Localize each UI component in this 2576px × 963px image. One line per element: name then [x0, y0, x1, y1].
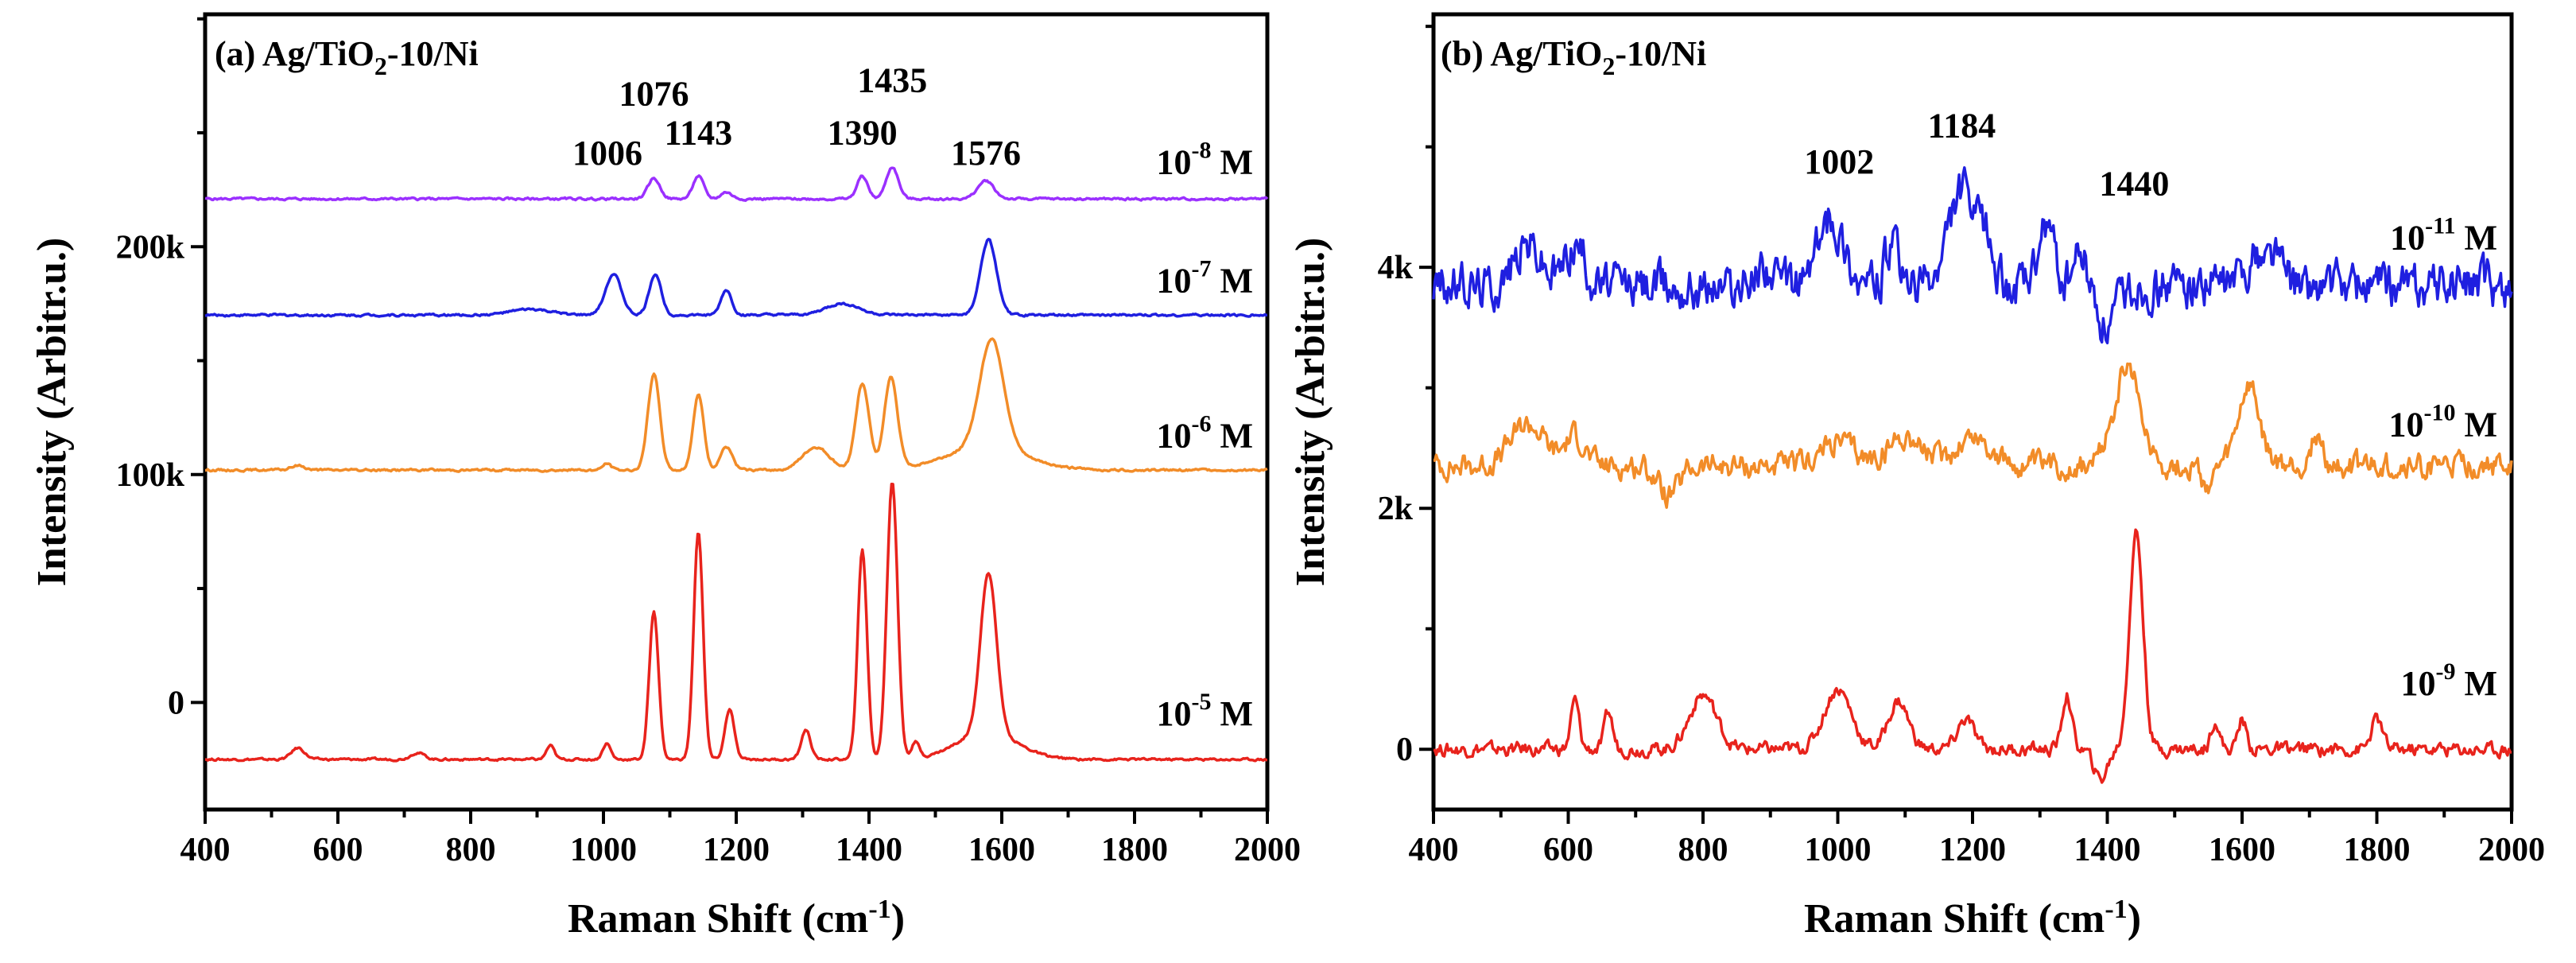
x-tick-label: 1600 [2209, 832, 2275, 868]
y-tick-label: 100k [116, 457, 185, 494]
x-tick-label: 1200 [1939, 832, 2006, 868]
x-tick-label: 400 [1409, 832, 1459, 868]
x-tick-label: 400 [180, 832, 231, 868]
panel-a-x-axis-title: Raman Shift (cm-1) [568, 895, 905, 942]
panel-b-series [1432, 166, 2513, 784]
x-tick-label: 2000 [2478, 832, 2545, 868]
y-tick-label: 0 [1396, 732, 1413, 768]
series-label: 10-8 M [1156, 138, 1253, 182]
peak-annotation: 1184 [1928, 107, 1996, 146]
panel-b-x-axis-title: Raman Shift (cm-1) [1804, 895, 2141, 942]
peak-annotation: 1143 [665, 113, 733, 152]
panel-a-frame [203, 12, 1270, 812]
y-tick-label: 0 [168, 685, 184, 721]
y-tick-label: 200k [116, 229, 185, 266]
x-tick-label: 1400 [2074, 832, 2141, 868]
x-tick-label: 1400 [836, 832, 902, 868]
series-label: 10-5 M [1156, 689, 1253, 733]
panel-a-series [204, 166, 1269, 763]
series-label: 10-6 M [1156, 410, 1253, 455]
peak-annotation: 1006 [572, 134, 642, 173]
x-tick-label: 800 [446, 832, 496, 868]
panel-a-title: (a) Ag/TiO2-10/Ni [215, 34, 479, 80]
panel-b-labels: 10-11 M 10-10 M 10-9 M 1002 1184 1440 [1804, 107, 2497, 704]
series-line-10-7m [204, 238, 1268, 318]
peak-annotation: 1440 [2099, 164, 2169, 203]
x-tick-label: 1600 [968, 832, 1035, 868]
series-line-10-8m [204, 166, 1269, 202]
series-line-10-6m [204, 337, 1268, 473]
y-tick-label: 4k [1378, 250, 1414, 286]
x-tick-label: 1800 [2344, 832, 2411, 868]
panel-b-ticks: 400 600 800 1000 1200 1400 1600 1800 2000 0 2k 4k [1378, 25, 2545, 868]
series-label: 10-11 M [2390, 212, 2497, 257]
x-tick-label: 600 [313, 832, 363, 868]
panel-a-ticks: 400 600 800 1000 1200 1400 1600 1800 2000 0 100k 20… [116, 17, 1301, 868]
series-line-10-10m [1433, 362, 2513, 509]
panel-a: 400 600 800 1000 1200 1400 1600 1800 2000 0 100k 20… [29, 12, 1301, 942]
x-tick-label: 800 [1678, 832, 1728, 868]
x-tick-label: 1000 [570, 832, 637, 868]
peak-annotation: 1002 [1804, 142, 1874, 181]
x-tick-label: 1000 [1805, 832, 1872, 868]
series-label: 10-7 M [1156, 256, 1253, 301]
panel-b: 400 600 800 1000 1200 1400 1600 1800 2000 0 2k 4k 1… [1288, 12, 2545, 942]
series-label: 10-10 M [2388, 399, 2497, 444]
x-tick-label: 2000 [1234, 832, 1301, 868]
panel-b-y-axis-title: Intensity (Arbitr.u.) [1288, 238, 1333, 587]
y-tick-label: 2k [1378, 491, 1414, 527]
peak-annotation: 1390 [828, 113, 898, 152]
x-tick-label: 1200 [703, 832, 770, 868]
x-tick-label: 600 [1543, 832, 1593, 868]
series-label: 10-9 M [2400, 658, 2497, 703]
panel-b-title: (b) Ag/TiO2-10/Ni [1441, 34, 1706, 80]
series-line-10-5m [204, 483, 1268, 763]
series-line-10-9m [1433, 528, 2512, 784]
peak-annotation: 1576 [951, 134, 1021, 173]
panel-a-y-axis-title: Intensity (Arbitr.u.) [29, 238, 75, 587]
series-line-10-11m [1432, 166, 2513, 345]
x-tick-label: 1800 [1101, 832, 1168, 868]
peak-annotation: 1076 [619, 75, 689, 114]
peak-annotation: 1435 [857, 60, 927, 99]
